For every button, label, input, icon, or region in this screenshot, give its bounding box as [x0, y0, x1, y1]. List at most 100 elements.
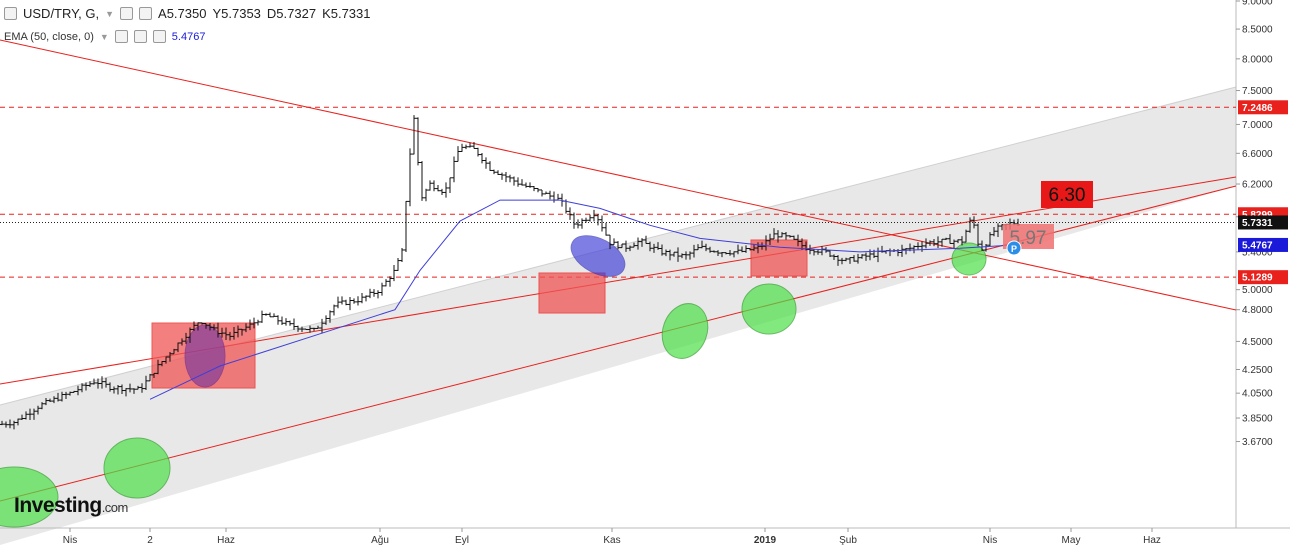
candlestick-bar: [940, 238, 944, 247]
candlestick-bar: [572, 212, 576, 229]
visibility-icon[interactable]: [114, 30, 128, 43]
candlestick-bar: [224, 327, 228, 341]
candlestick-bar: [588, 214, 592, 222]
candlestick-bar: [40, 402, 44, 410]
candlestick-bar: [236, 325, 240, 338]
candlestick-bar: [852, 255, 856, 262]
candlestick-bar: [936, 236, 940, 249]
chevron-down-icon[interactable]: ▼: [105, 8, 115, 19]
candlestick-bar: [548, 190, 552, 200]
candlestick-bar: [48, 398, 52, 402]
candlestick-bar: [592, 209, 596, 222]
candlestick-bar: [352, 298, 356, 304]
candlestick-bar: [992, 226, 996, 237]
candlestick-bar: [160, 360, 164, 367]
candlestick-bar: [716, 250, 720, 256]
green-ellipse: [951, 242, 987, 276]
indicator-label[interactable]: EMA (50, close, 0): [4, 30, 94, 43]
candlestick-bar: [124, 388, 128, 397]
symbol-label[interactable]: USD/TRY, G,: [23, 6, 100, 21]
candlestick-bar: [844, 257, 848, 262]
candlestick-bar: [632, 242, 636, 248]
p-marker-icon: [1006, 240, 1022, 256]
y-axis: 9.0000 8.5000 8.0000 7.5000 7.0000 6.6000 6.20…: [1235, 0, 1273, 528]
y-tick-label: 9.0000: [1242, 0, 1273, 8]
candlestick-bar: [576, 219, 580, 229]
candlestick-bar: [412, 115, 416, 155]
candlestick-bar: [608, 234, 612, 250]
candlestick-bar: [136, 385, 140, 390]
candlestick-bar: [932, 238, 936, 247]
candlestick-bar: [416, 117, 420, 166]
logo-main: Investing: [14, 494, 102, 517]
candlestick-bar: [696, 244, 700, 251]
price-badge: 7.2486: [1238, 100, 1288, 115]
x-tick-label: Nis: [63, 535, 77, 545]
ema-polyline: [149, 199, 1021, 400]
candlestick-bar: [324, 315, 328, 325]
candlestick-bar: [372, 289, 376, 297]
candlestick-bar: [184, 332, 188, 344]
price-badge-label: 7.2486: [1242, 103, 1273, 114]
candlestick-bar: [280, 316, 284, 326]
settings-icon[interactable]: [120, 7, 134, 20]
descending-trend-line: [0, 39, 1237, 311]
candlestick-bar: [444, 182, 448, 198]
candlestick-bar: [916, 242, 920, 250]
candlestick-bar: [256, 319, 260, 326]
candlestick-bar: [336, 296, 340, 309]
x-tick-label: 2: [147, 535, 153, 545]
candlestick-bar: [620, 243, 624, 249]
candlestick-bar: [108, 382, 112, 392]
x-tick-label: May: [1062, 535, 1081, 545]
candlestick-bar: [72, 390, 76, 393]
price-annotations[interactable]: 6.305.97P: [1003, 181, 1093, 256]
candlestick-bar: [788, 235, 792, 238]
price-badge: 5.1289: [1238, 270, 1288, 285]
candlestick-bar: [244, 323, 248, 333]
candlestick-bar: [700, 240, 704, 249]
candlestick-bar: [16, 418, 20, 426]
y-tick-label: 6.6000: [1242, 149, 1273, 160]
close-icon[interactable]: [152, 30, 166, 43]
ohlc-high: Y5.7353: [212, 6, 261, 21]
candlestick-bar: [260, 310, 264, 323]
candlestick-bar: [328, 310, 332, 323]
candlestick-bar: [972, 216, 976, 229]
y-tick-label: 4.0500: [1242, 389, 1273, 400]
ohlc-low: D5.7327: [266, 6, 317, 21]
candlestick-bar: [980, 240, 984, 251]
x-tick-label: 2019: [754, 535, 777, 545]
candlestick-bar: [536, 187, 540, 193]
chevron-down-icon[interactable]: ▼: [99, 31, 109, 42]
candlestick-bar: [664, 249, 668, 257]
settings-icon[interactable]: [133, 30, 147, 43]
annotation-shapes[interactable]: [0, 227, 987, 528]
candlestick-bar: [28, 408, 32, 421]
candlestick-bar: [500, 172, 504, 180]
candlestick-bar: [756, 242, 760, 254]
candlestick-bar: [944, 237, 948, 240]
candlestick-bar: [568, 207, 572, 220]
x-tick-label: Ağu: [371, 535, 389, 545]
candlestick-bar: [800, 238, 804, 250]
candlestick-bar: [680, 253, 684, 259]
candlestick-bar: [172, 348, 176, 355]
y-tick-label: 8.0000: [1242, 54, 1273, 65]
candlestick-bar: [832, 254, 836, 260]
candlestick-bar: [264, 313, 268, 316]
price-badge-bg: [1238, 270, 1288, 285]
candlestick-bar: [360, 293, 364, 304]
candlestick-bar: [0, 420, 4, 426]
candlestick-bar: [628, 245, 632, 252]
candlestick-bar: [712, 250, 716, 253]
visibility-icon[interactable]: [139, 7, 153, 20]
price-badge: 5.4767: [1238, 237, 1288, 252]
candlestick-bar: [164, 356, 168, 364]
candlestick-bar: [332, 304, 336, 316]
candlestick-bar: [516, 177, 520, 187]
candlestick-bar: [704, 243, 708, 252]
candlestick-bar: [84, 382, 88, 391]
collapse-icon[interactable]: [4, 7, 17, 20]
